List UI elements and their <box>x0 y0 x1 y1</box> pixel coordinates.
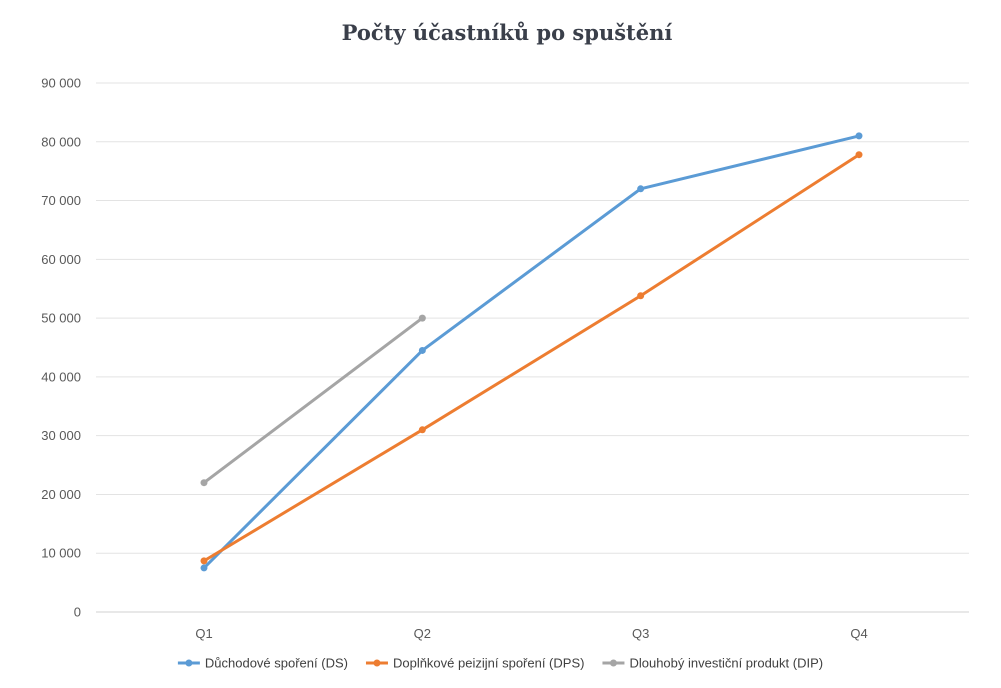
series-line <box>202 134 861 570</box>
series-1 <box>200 151 863 565</box>
series-line <box>202 153 861 563</box>
series-0 <box>200 132 863 572</box>
series-line <box>202 316 424 485</box>
legend-swatch-marker <box>185 659 193 667</box>
y-tick-label: 20 000 <box>41 487 81 502</box>
x-tick-label: Q3 <box>632 626 649 641</box>
chart-title: Počty účastníků po spuštění <box>342 20 673 45</box>
x-axis-ticks: Q1 Q2 Q3 Q4 <box>195 626 867 641</box>
legend-item: Důchodové spoření (DS) <box>177 656 348 671</box>
legend-swatch-marker <box>609 659 617 667</box>
data-point <box>200 557 208 565</box>
data-point <box>637 185 645 193</box>
legend: Důchodové spoření (DS) Doplňkové peizijní… <box>177 656 823 671</box>
y-tick-label: 50 000 <box>41 311 81 326</box>
data-point <box>418 426 426 434</box>
y-tick-label: 60 000 <box>41 252 81 267</box>
data-point <box>637 292 645 300</box>
y-tick-label: 90 000 <box>41 76 81 91</box>
y-tick-label: 0 <box>74 605 81 620</box>
data-point <box>200 479 208 487</box>
data-point <box>855 151 863 159</box>
y-tick-label: 40 000 <box>41 369 81 384</box>
legend-swatch-marker <box>373 659 381 667</box>
y-tick-label: 10 000 <box>41 546 81 561</box>
series-lines <box>200 132 863 572</box>
data-point <box>418 346 426 354</box>
gridlines <box>96 82 969 613</box>
legend-item: Doplňkové peizijní spoření (DPS) <box>365 656 584 671</box>
y-tick-label: 70 000 <box>41 193 81 208</box>
data-point <box>200 564 208 572</box>
y-tick-label: 80 000 <box>41 134 81 149</box>
x-tick-label: Q4 <box>850 626 867 641</box>
data-point <box>418 314 426 322</box>
legend-label: Doplňkové peizijní spoření (DPS) <box>393 656 584 671</box>
x-tick-label: Q1 <box>195 626 212 641</box>
legend-item: Dlouhobý investiční produkt (DIP) <box>602 656 823 671</box>
y-axis-ticks: 0 10 000 20 000 30 000 40 000 50 000 60 000 70 … <box>41 76 81 620</box>
legend-label: Důchodové spoření (DS) <box>205 656 348 671</box>
x-tick-label: Q2 <box>414 626 431 641</box>
legend-label: Dlouhobý investiční produkt (DIP) <box>629 656 823 671</box>
y-tick-label: 30 000 <box>41 428 81 443</box>
data-point <box>855 132 863 140</box>
series-2 <box>200 314 426 487</box>
